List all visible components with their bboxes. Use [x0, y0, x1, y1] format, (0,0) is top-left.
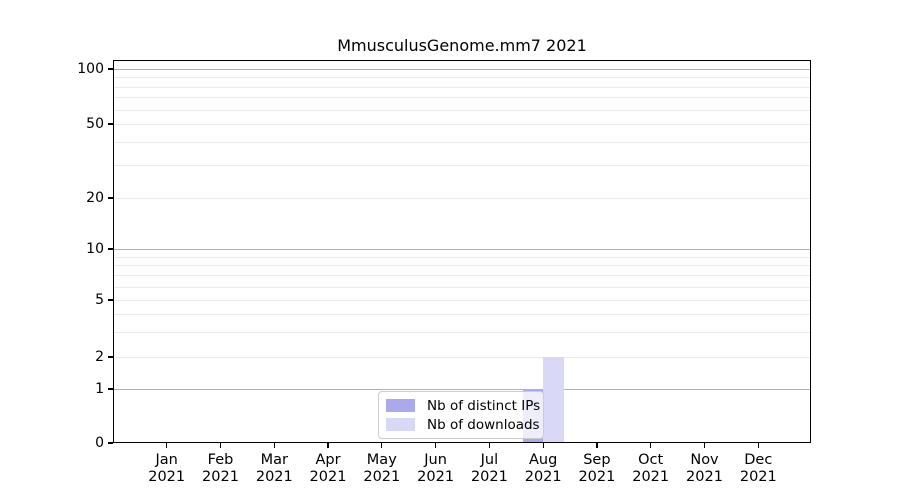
- y-tick-label-1: 1: [95, 381, 104, 397]
- y-tick-label-10: 10: [86, 241, 104, 257]
- gridline-y-50: [114, 124, 810, 125]
- x-tick-label-aug: Aug 2021: [524, 452, 562, 485]
- legend-label-downloads: Nb of downloads: [427, 416, 540, 433]
- gridline-y-1: [114, 389, 810, 390]
- minor-gridline: [114, 142, 810, 143]
- y-tick-mark: [108, 442, 113, 444]
- minor-gridline: [114, 165, 810, 167]
- minor-gridline: [114, 331, 810, 333]
- x-tick-mark: [381, 443, 383, 448]
- y-tick-label-0: 0: [95, 435, 104, 451]
- legend-swatch-downloads: [386, 418, 415, 431]
- gridline-y-100: [114, 69, 810, 70]
- legend-swatch-distinct-ips: [386, 399, 415, 412]
- chart-title: MmusculusGenome.mm7 2021: [337, 36, 587, 55]
- minor-gridline: [114, 256, 810, 258]
- plot-area: [113, 60, 811, 443]
- x-tick-label-nov: Nov 2021: [686, 452, 723, 485]
- x-tick-label-apr: Apr 2021: [309, 452, 347, 485]
- legend: Nb of distinct IPs Nb of downloads: [378, 391, 544, 439]
- y-tick-mark: [108, 356, 113, 358]
- y-tick-mark: [108, 123, 113, 125]
- y-tick-label-20: 20: [86, 190, 104, 206]
- x-tick-label-may: May 2021: [363, 452, 401, 485]
- x-tick-label-jan: Jan 2021: [148, 452, 186, 485]
- x-tick-label-oct: Oct 2021: [632, 452, 670, 485]
- gridline-y-10: [114, 249, 810, 250]
- gridline-y-5: [114, 300, 810, 301]
- minor-gridline: [114, 77, 810, 79]
- y-tick-label-5: 5: [95, 292, 104, 308]
- y-tick-label-50: 50: [86, 116, 104, 132]
- minor-gridline: [114, 265, 810, 267]
- legend-item-downloads: Nb of downloads: [386, 417, 540, 433]
- x-tick-mark: [434, 443, 437, 448]
- x-tick-mark: [650, 443, 652, 448]
- y-tick-mark: [108, 197, 113, 199]
- minor-gridline: [114, 275, 810, 277]
- x-tick-mark: [488, 443, 490, 448]
- y-tick-mark: [108, 299, 113, 301]
- x-tick-label-mar: Mar 2021: [255, 452, 293, 485]
- x-tick-label-jul: Jul 2021: [470, 452, 508, 485]
- minor-gridline: [114, 109, 810, 111]
- x-tick-mark: [757, 443, 759, 448]
- legend-item-distinct-ips: Nb of distinct IPs: [386, 398, 540, 414]
- bar-downloads-aug: [543, 357, 564, 442]
- gridline-y-20: [114, 198, 810, 199]
- x-tick-mark: [703, 443, 706, 448]
- minor-gridline: [114, 286, 810, 288]
- minor-gridline: [114, 313, 810, 315]
- minor-gridline: [114, 86, 810, 88]
- legend-label-distinct-ips: Nb of distinct IPs: [427, 397, 541, 414]
- y-tick-label-100: 100: [77, 61, 104, 77]
- y-tick-mark: [108, 388, 113, 390]
- x-tick-label-feb: Feb 2021: [202, 452, 239, 485]
- gridline-y-2: [114, 357, 810, 358]
- x-tick-label-dec: Dec 2021: [739, 452, 777, 485]
- y-tick-mark: [108, 248, 113, 250]
- x-tick-mark: [273, 443, 275, 448]
- x-tick-label-jun: Jun 2021: [417, 452, 455, 485]
- y-tick-mark: [108, 68, 113, 70]
- minor-gridline: [114, 97, 810, 99]
- x-tick-mark: [327, 443, 329, 448]
- x-tick-label-sep: Sep 2021: [578, 452, 616, 485]
- x-tick-mark: [596, 443, 598, 448]
- x-tick-mark: [219, 443, 222, 448]
- x-tick-mark: [166, 443, 168, 448]
- y-tick-label-2: 2: [95, 349, 104, 365]
- x-tick-mark: [542, 443, 544, 448]
